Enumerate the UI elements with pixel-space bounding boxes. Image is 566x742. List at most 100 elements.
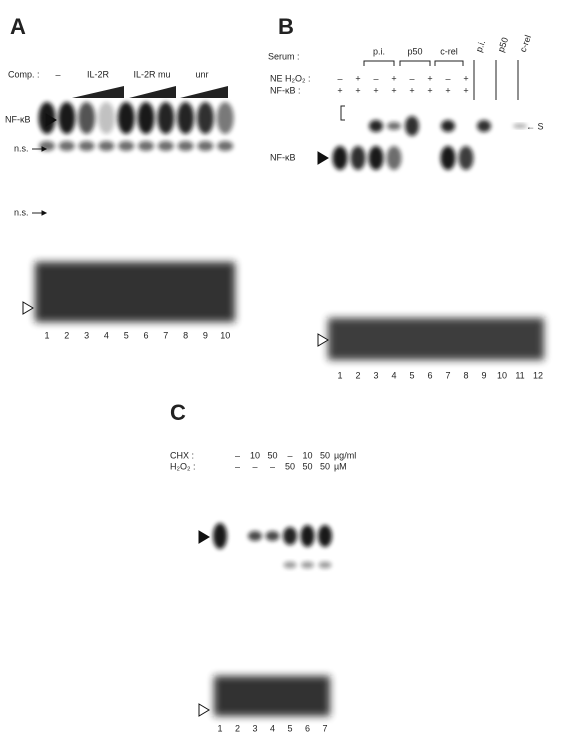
lane-number: 3 xyxy=(84,330,89,340)
concentration-wedge xyxy=(129,86,176,98)
band xyxy=(301,562,314,569)
band xyxy=(283,527,297,545)
h2o2-value: – xyxy=(337,73,342,83)
comp-group: – xyxy=(55,69,60,79)
serum-alone: p50 xyxy=(496,36,511,54)
comp-group: unr xyxy=(195,69,208,79)
band xyxy=(58,102,75,134)
chx-value: – xyxy=(287,450,292,460)
panel-label: A xyxy=(10,14,26,39)
lane-number: 4 xyxy=(391,370,396,380)
lane-number: 9 xyxy=(481,370,486,380)
chx-value: 10 xyxy=(302,450,312,460)
band xyxy=(177,102,194,134)
band xyxy=(217,102,234,134)
comp-group: IL-2R mu xyxy=(133,69,170,79)
nfkb-label: NF-κB xyxy=(5,114,31,124)
band xyxy=(59,141,75,151)
chx-value: – xyxy=(235,450,240,460)
lane-number: 2 xyxy=(64,330,69,340)
h2o2-value: + xyxy=(427,73,432,83)
lane-number: 2 xyxy=(355,370,360,380)
nfkb-label: NF-κB xyxy=(270,152,296,162)
lane-number: 6 xyxy=(143,330,148,340)
lane-number: 7 xyxy=(445,370,450,380)
chx-value: 50 xyxy=(267,450,277,460)
h2o2-label: H₂O₂ : xyxy=(170,461,196,471)
nfkb-value: + xyxy=(391,85,396,95)
band xyxy=(351,146,366,170)
band xyxy=(79,141,95,151)
band xyxy=(178,141,194,151)
comp-group: IL-2R xyxy=(87,69,110,79)
serum-group: c-rel xyxy=(440,46,458,56)
bracket xyxy=(435,61,463,66)
open-arrowhead xyxy=(318,334,328,346)
nfkb-row-label: NF-κB : xyxy=(270,85,301,95)
concentration-wedge xyxy=(180,86,228,98)
bracket xyxy=(341,106,345,120)
h2o2-value: + xyxy=(391,73,396,83)
lane-number: 2 xyxy=(235,723,240,733)
s-label: ← S xyxy=(526,121,544,131)
filled-arrowhead xyxy=(42,211,46,215)
panel-label: B xyxy=(278,14,294,39)
lane-number: 6 xyxy=(305,723,310,733)
chx-value: 50 xyxy=(320,450,330,460)
lane-number: 8 xyxy=(183,330,188,340)
h2o2-value: + xyxy=(355,73,360,83)
band xyxy=(387,122,401,130)
open-arrowhead xyxy=(199,704,209,716)
gel-smear xyxy=(214,676,330,716)
nfkb-value: + xyxy=(409,85,414,95)
band xyxy=(477,120,491,132)
concentration-wedge xyxy=(72,86,124,98)
band xyxy=(248,531,262,541)
nfkb-value: + xyxy=(463,85,468,95)
band xyxy=(319,562,332,569)
gel-smear xyxy=(35,262,235,322)
h2o2-value: 50 xyxy=(302,461,312,471)
chx-unit: µg/ml xyxy=(334,450,356,460)
band xyxy=(138,102,155,134)
band xyxy=(197,102,214,134)
h2o2-value: + xyxy=(463,73,468,83)
h2o2-value: – xyxy=(373,73,378,83)
chx-value: 10 xyxy=(250,450,260,460)
band xyxy=(78,102,95,134)
band xyxy=(197,141,213,151)
lane-number: 7 xyxy=(322,723,327,733)
lane-number: 9 xyxy=(203,330,208,340)
h2o2-value: 50 xyxy=(320,461,330,471)
lane-number: 11 xyxy=(515,370,524,380)
lane-number: 12 xyxy=(533,370,543,380)
serum-alone: c-rel xyxy=(518,34,533,54)
filled-arrowhead xyxy=(318,152,328,164)
lane-number: 4 xyxy=(104,330,109,340)
band xyxy=(459,146,474,170)
lane-number: 7 xyxy=(163,330,168,340)
band xyxy=(157,102,174,134)
band xyxy=(369,120,383,132)
band xyxy=(217,141,233,151)
nfkb-value: + xyxy=(373,85,378,95)
h2o2-value: – xyxy=(445,73,450,83)
panel-label: C xyxy=(170,400,186,425)
h2o2-unit: µM xyxy=(334,461,347,471)
band xyxy=(333,146,348,170)
ns-label: n.s. xyxy=(14,207,29,217)
bracket xyxy=(364,61,394,66)
gel-smear xyxy=(328,318,544,360)
nfkb-value: + xyxy=(355,85,360,95)
band xyxy=(369,146,384,170)
band xyxy=(266,531,280,541)
lane-number: 4 xyxy=(270,723,275,733)
serum-group: p50 xyxy=(407,46,422,56)
h2o2-value: – xyxy=(235,461,240,471)
serum-group: p.i. xyxy=(373,46,385,56)
band xyxy=(405,116,419,136)
lane-number: 3 xyxy=(373,370,378,380)
band xyxy=(284,562,297,569)
band xyxy=(118,102,135,134)
nfkb-value: + xyxy=(427,85,432,95)
